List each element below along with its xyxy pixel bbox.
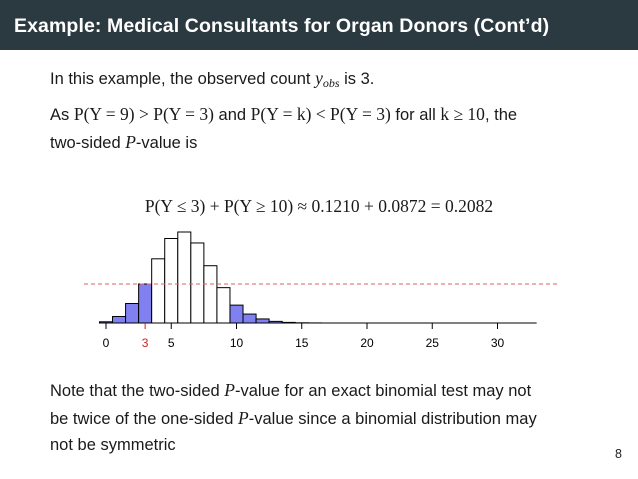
histogram-bar — [242, 313, 257, 324]
text: -value is — [135, 134, 198, 152]
math-var: P — [238, 408, 249, 428]
text: , the — [484, 106, 518, 124]
x-tick-label: 30 — [491, 336, 505, 350]
text: for all — [390, 106, 441, 124]
histogram-bar — [164, 238, 179, 324]
text: be twice of the one-sided — [50, 410, 239, 428]
x-tick-label: 10 — [230, 336, 244, 350]
text: -value since a binomial distribution may — [248, 410, 537, 428]
p-value-formula: P(Y ≤ 3) + P(Y ≥ 10) ≈ 0.1210 + 0.0872 =… — [144, 196, 494, 216]
histogram-bar — [138, 283, 153, 324]
math-subscript: obs — [322, 76, 340, 90]
math-var: y — [315, 68, 323, 88]
note-line-3: not be symmetric — [50, 436, 176, 455]
text: As — [50, 106, 74, 124]
text: not be symmetric — [50, 436, 176, 454]
histogram-bar — [190, 242, 205, 324]
x-tick-label: 25 — [426, 336, 440, 350]
math-var: P — [224, 380, 235, 400]
x-tick-label: 15 — [295, 336, 309, 350]
histogram-bar — [125, 303, 140, 324]
math-var: P — [125, 132, 136, 152]
page-number: 8 — [615, 447, 622, 461]
text: two-sided — [50, 134, 126, 152]
histogram-bar — [229, 304, 244, 324]
histogram-bar — [177, 231, 192, 324]
histogram-bar — [112, 316, 127, 324]
text-line-2: As P(Y = 9) > P(Y = 3) and P(Y = k) < P(… — [50, 104, 517, 125]
x-tick-label: 20 — [360, 336, 374, 350]
histogram-bar — [216, 287, 231, 324]
text: Note that the two-sided — [50, 382, 225, 400]
histogram-bar — [203, 265, 218, 324]
x-tick-label: 5 — [168, 336, 175, 350]
text: -value for an exact binomial test may no… — [234, 382, 532, 400]
note-line-2: be twice of the one-sided P-value since … — [50, 408, 537, 429]
text: and — [213, 106, 251, 124]
math-expr: P(Y = k) < P(Y = 3) — [250, 104, 391, 124]
title-bar: Example: Medical Consultants for Organ D… — [0, 0, 638, 50]
x-tick-label: 3 — [142, 336, 149, 350]
histogram-bar — [255, 318, 270, 324]
note-line-1: Note that the two-sided P-value for an e… — [50, 380, 531, 401]
text: In this example, the observed count — [50, 70, 316, 88]
text-line-1: In this example, the observed count yobs… — [50, 68, 375, 90]
x-tick-label: 0 — [103, 336, 110, 350]
text-line-3: two-sided P-value is — [50, 132, 197, 153]
histogram-bar — [151, 258, 166, 324]
math-expr: P(Y = 9) > P(Y = 3) — [73, 104, 214, 124]
math-expr: k ≥ 10 — [440, 104, 485, 124]
text: is 3. — [339, 70, 375, 88]
slide-title: Example: Medical Consultants for Organ D… — [14, 15, 550, 37]
